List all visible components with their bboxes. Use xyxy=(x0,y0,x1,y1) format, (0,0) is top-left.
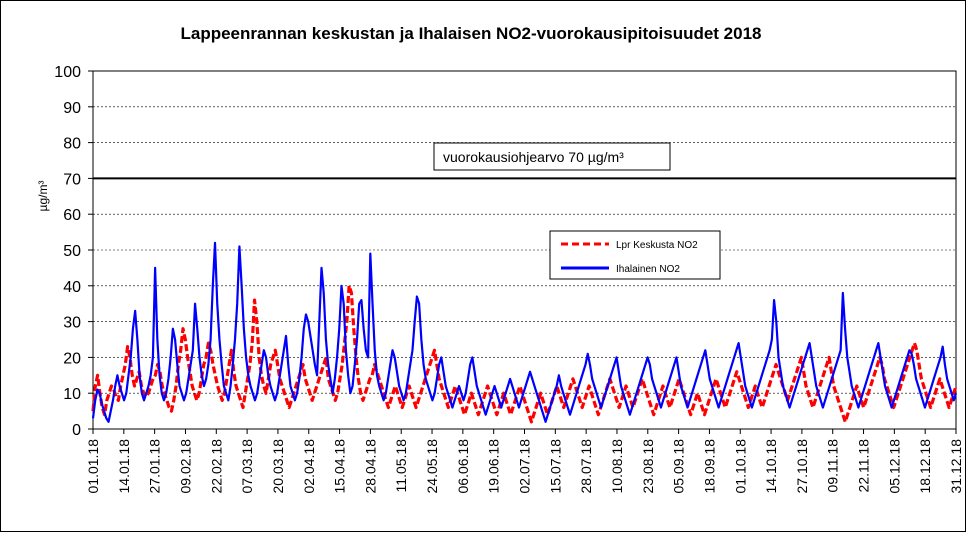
x-tick-label: 28.04.18 xyxy=(362,439,378,494)
y-tick-label: 80 xyxy=(63,136,81,153)
legend-box xyxy=(549,230,721,280)
x-tick-label: 11.05.18 xyxy=(393,439,409,493)
x-tick-label: 18.12.18 xyxy=(917,439,933,494)
y-tick-label: 100 xyxy=(54,64,81,81)
x-tick-label: 10.08.18 xyxy=(609,439,625,494)
x-tick-label: 06.06.18 xyxy=(455,439,471,494)
y-tick-label: 70 xyxy=(63,171,81,188)
x-tick-label: 14.10.18 xyxy=(763,439,779,494)
legend-label-keskusta: Lpr Keskusta NO2 xyxy=(616,240,698,251)
x-tick-label: 22.02.18 xyxy=(208,439,224,494)
y-tick-label: 40 xyxy=(63,279,81,296)
x-tick-label: 01.01.18 xyxy=(85,439,101,494)
x-tick-label: 23.08.18 xyxy=(640,439,656,494)
y-tick-labels: 0 10 20 30 40 50 60 70 80 90 100 xyxy=(54,64,81,439)
legend: Lpr Keskusta NO2 Ihalainen NO2 xyxy=(549,230,721,280)
x-tick-label: 27.10.18 xyxy=(794,439,810,494)
x-tick-label: 05.09.18 xyxy=(671,439,687,494)
x-tick-label: 09.11.18 xyxy=(825,439,841,493)
y-tick-label: 10 xyxy=(63,386,81,403)
x-tick-label: 15.04.18 xyxy=(332,439,348,494)
chart-title: Lappeenrannan keskustan ja Ihalaisen NO2… xyxy=(180,24,761,43)
series-line-keskusta xyxy=(91,284,958,424)
x-tick-label: 20.03.18 xyxy=(270,439,286,494)
reference-line-group: vuorokausiohjearvo 70 µg/m³ xyxy=(93,142,956,180)
legend-label-ihalainen: Ihalainen NO2 xyxy=(616,264,680,275)
x-tick-label: 22.11.18 xyxy=(856,439,872,493)
x-tick-label: 28.07.18 xyxy=(578,439,594,494)
y-axis-label: µg/m³ xyxy=(36,181,50,212)
x-tick-label: 02.07.18 xyxy=(517,439,533,494)
x-tick-label: 31.12.18 xyxy=(948,439,964,494)
x-tick-label: 09.02.18 xyxy=(177,439,193,494)
plot-border xyxy=(92,70,957,430)
x-tick-label: 02.04.18 xyxy=(301,439,317,494)
x-tick-label: 15.07.18 xyxy=(547,439,563,494)
gridlines xyxy=(88,70,957,434)
series-group xyxy=(91,241,958,424)
y-tick-label: 90 xyxy=(63,100,81,117)
x-tick-label: 01.10.18 xyxy=(732,439,748,494)
reference-line-label: vuorokausiohjearvo 70 µg/m³ xyxy=(443,149,624,165)
x-tick-label: 05.12.18 xyxy=(886,439,902,494)
plot-area xyxy=(92,70,957,430)
y-tick-label: 0 xyxy=(72,422,81,439)
y-tick-label: 60 xyxy=(63,207,81,224)
series-line-ihalainen xyxy=(91,241,958,423)
x-tick-labels: 01.01.18 14.01.18 27.01.18 09.02.18 22.02.18… xyxy=(85,439,964,494)
x-tick-label: 18.09.18 xyxy=(701,439,717,494)
reference-label-box xyxy=(433,142,671,171)
y-tick-label: 20 xyxy=(63,350,81,367)
x-tick-label: 14.01.18 xyxy=(116,439,132,494)
x-tick-label: 27.01.18 xyxy=(147,439,163,494)
x-tick-label: 19.06.18 xyxy=(486,439,502,494)
x-tick-label: 07.03.18 xyxy=(239,439,255,494)
y-tick-label: 50 xyxy=(63,243,81,260)
x-tick-label: 24.05.18 xyxy=(424,439,440,494)
y-tick-label: 30 xyxy=(63,315,81,332)
